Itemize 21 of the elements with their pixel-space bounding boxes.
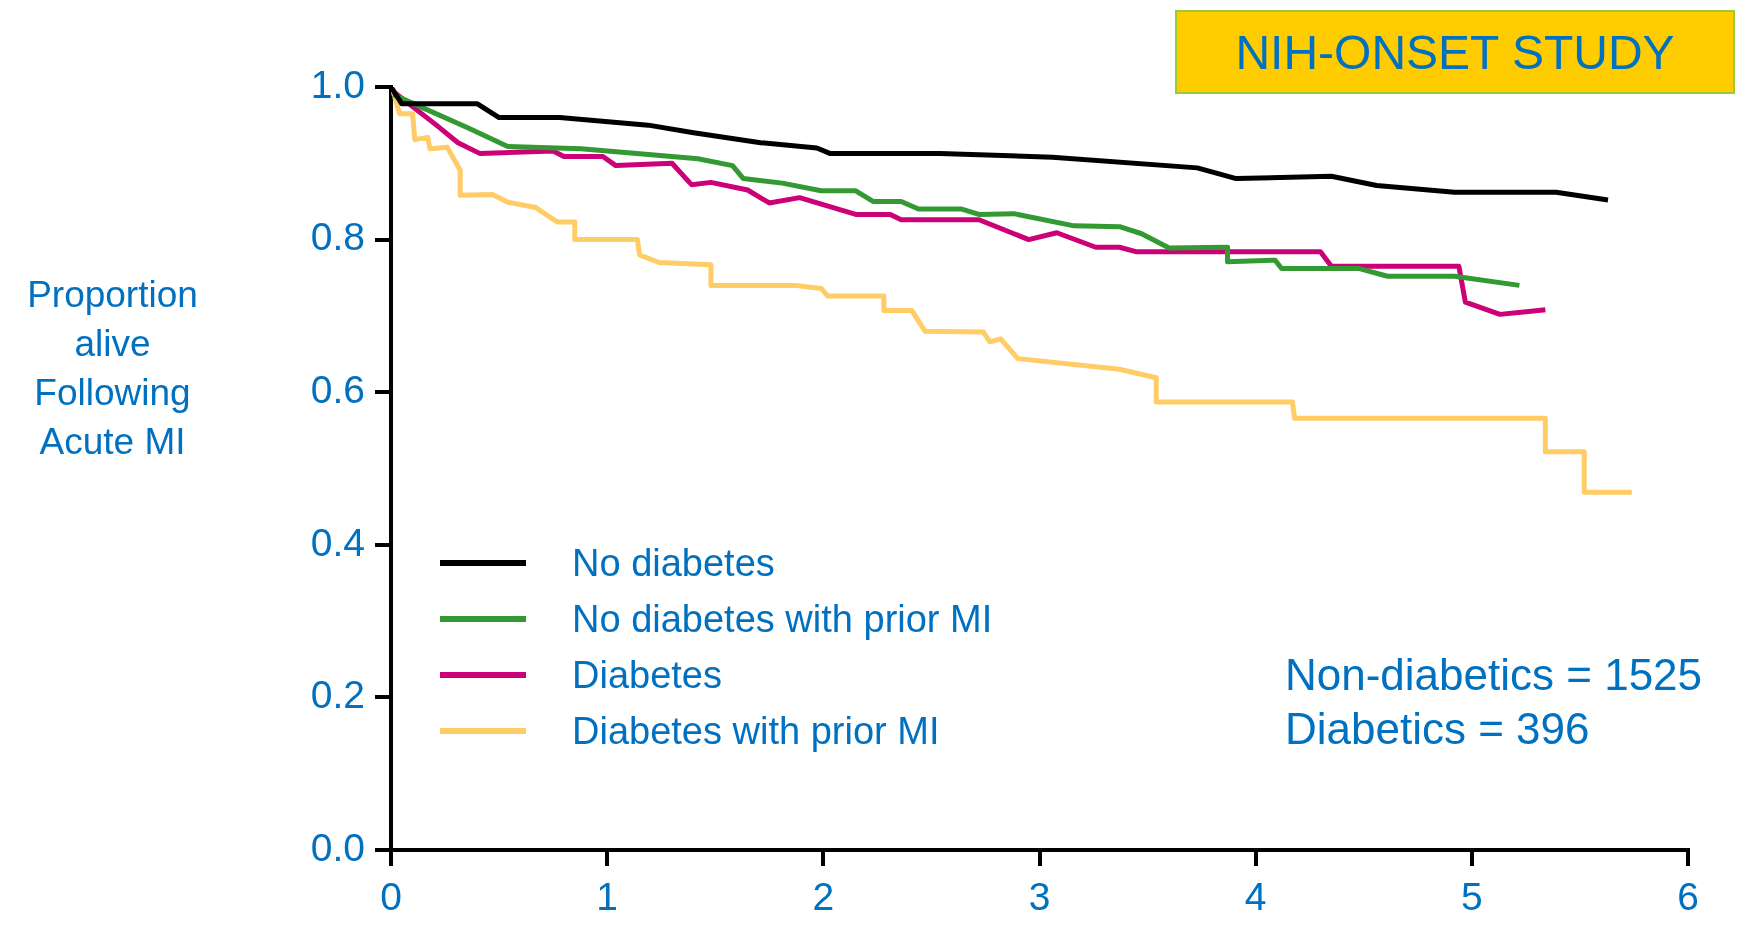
x-tick-label: 4	[1244, 875, 1267, 919]
y-tick-label: 0.0	[310, 825, 365, 869]
legend-label: Diabetes with prior MI	[572, 709, 940, 754]
legend-label: No diabetes	[572, 541, 775, 586]
x-tick-label: 1	[596, 875, 619, 919]
x-tick-label: 0	[380, 875, 402, 919]
y-tick-label: 1.0	[310, 62, 365, 106]
y-tick-label: 0.2	[310, 673, 365, 717]
y-axis-title: Proportion alive Following Acute MI	[26, 273, 199, 464]
y-tick-label: 0.6	[310, 367, 365, 411]
annotation: Non-diabetics = 1525	[1285, 649, 1703, 701]
text: NIH-ONSET STUDY	[1175, 10, 1735, 94]
x-tick-label: 2	[812, 875, 835, 919]
annotation: Diabetics = 396	[1285, 703, 1591, 755]
legend-label: No diabetes with prior MI	[572, 597, 993, 642]
x-tick-label: 6	[1677, 875, 1699, 919]
x-tick-label: 3	[1028, 875, 1051, 919]
y-tick-label: 0.8	[310, 215, 365, 259]
x-tick-label: 5	[1460, 875, 1483, 919]
y-tick-label: 0.4	[310, 520, 365, 564]
legend-label: Diabetes	[572, 653, 722, 698]
